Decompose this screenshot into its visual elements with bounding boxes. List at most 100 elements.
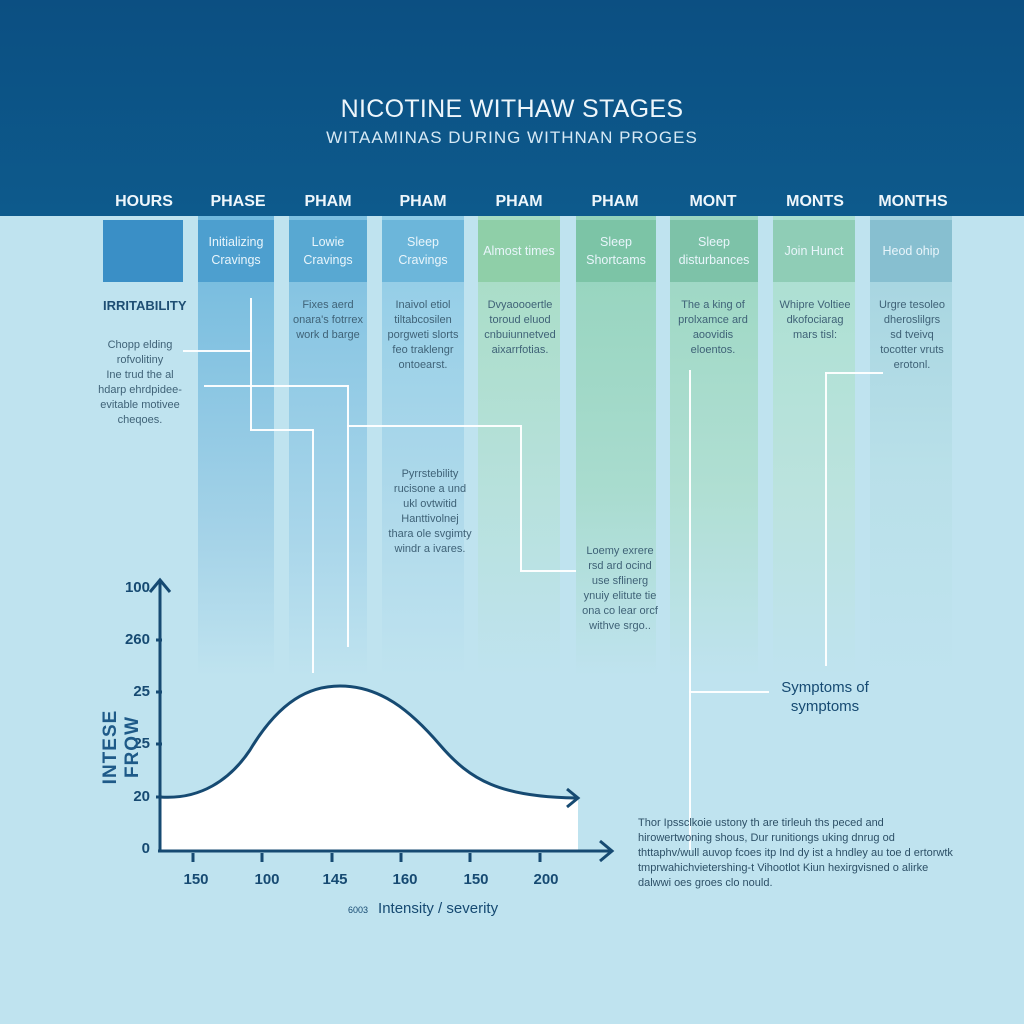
note-line: tiltabcosilen	[394, 314, 452, 326]
column-note: Dvyaoooertle toroud eluod cnbuiunnetved …	[474, 298, 566, 358]
note-line: ukl ovtwitid	[403, 498, 457, 510]
note-line: Inaivol etiol	[395, 299, 451, 311]
phase-box	[103, 220, 183, 282]
note-line: aoovidis	[692, 329, 734, 341]
note-line: feo traklengr	[392, 344, 454, 356]
note-line: sd tveivq	[890, 329, 934, 341]
y-tick-label: 25	[133, 683, 150, 700]
page-title: NICOTINE WITHAW STAGES	[340, 95, 684, 123]
note-line: onara's fotrrex	[293, 314, 363, 326]
note-line: cnbuiunnetved	[484, 329, 556, 341]
connector-line	[250, 429, 313, 431]
column-heading: PHAM	[304, 193, 352, 210]
y-tick-label: 260	[124, 631, 150, 648]
symptoms-line: Symptoms of	[781, 679, 869, 696]
y-tick-label: 25	[133, 735, 150, 752]
column-note: Fixes aerd onara's fotrrex work d barge	[285, 298, 371, 343]
y-axis-label: INTESE FROW	[100, 709, 143, 785]
column-band	[198, 216, 274, 676]
column-heading: PHAM	[495, 193, 543, 210]
connector-line	[689, 691, 769, 693]
connector-line	[520, 425, 522, 571]
note-line: hdarp ehrdpidee-	[98, 384, 182, 396]
connector-line	[312, 429, 314, 673]
note-line: rsd ard ocind	[588, 560, 652, 572]
left-note: Chopp elding rofvolitiny Ine trud the al…	[80, 338, 200, 428]
note-line: Hanttivolnej	[401, 513, 459, 525]
note-line: Ine trud the al	[106, 369, 174, 381]
x-tick-label: 160	[392, 871, 418, 888]
phase-box: Sleep disturbances	[670, 220, 758, 282]
phase-box: Lowie Cravings	[289, 220, 367, 282]
x-tick-label: 145	[322, 871, 348, 888]
x-tick-label: 100	[254, 871, 280, 888]
connector-line	[347, 385, 349, 647]
phase-box: Sleep Shortcams	[576, 220, 656, 282]
x-tick-label: 150	[183, 871, 209, 888]
column-band	[773, 216, 855, 676]
y-axis-arrow-icon	[148, 577, 172, 593]
phase-box: Sleep Cravings	[382, 220, 464, 282]
note-line: prolxamce ard	[678, 314, 748, 326]
note-line: dheroslilgrs	[883, 314, 941, 326]
phase-box: Join Hunct	[773, 220, 855, 282]
column-heading: MONT	[689, 193, 737, 210]
column-note: Urgre tesoleo dheroslilgrs sd tveivq toc…	[868, 298, 956, 373]
curve-line	[159, 684, 577, 800]
connector-line	[689, 370, 691, 850]
phase-box: Heod ohip	[870, 220, 952, 282]
note-line: Fixes aerd	[302, 299, 354, 311]
note-line: Whipre Voltiee	[779, 299, 851, 311]
column-heading: PHAM	[591, 193, 639, 210]
note-line: mars tisl:	[793, 329, 837, 341]
note-line: eloentos.	[690, 344, 736, 356]
column-note: Inaivol etiol tiltabcosilen porgweti slo…	[380, 298, 466, 373]
column-band	[382, 216, 464, 676]
column-heading: MONTS	[786, 193, 844, 210]
note-line: rofvolitiny	[116, 354, 164, 366]
note-line: Loemy exrere	[586, 545, 654, 557]
note-line: toroud eluod	[489, 314, 551, 326]
y-tick-label: 20	[133, 788, 150, 805]
note-line: withve srgo..	[589, 620, 651, 632]
note-line: ona co lear orcf	[582, 605, 658, 617]
note-line: porgweti slorts	[387, 329, 459, 341]
column-heading: HOURS	[115, 193, 173, 210]
connector-line	[825, 372, 827, 666]
note-line: windr a ivares.	[394, 543, 466, 555]
connector-line	[520, 570, 576, 572]
note-line: ynuiy elitute tie	[583, 590, 657, 602]
middle-note-2: Loemy exrere rsd ard ocind use sflinerg …	[570, 544, 670, 634]
symptoms-line: symptoms	[790, 698, 860, 715]
curve-arrowhead-icon	[566, 787, 581, 809]
column-band	[576, 216, 656, 676]
note-line: Chopp elding	[107, 339, 173, 351]
x-tick-label: 200	[533, 871, 559, 888]
note-line: The a king of	[681, 299, 745, 311]
column-heading: MONTHS	[878, 193, 948, 210]
column-band	[289, 216, 367, 676]
x-axis-label-text: Intensity / severity	[378, 900, 499, 917]
note-line: use sflinerg	[591, 575, 649, 587]
y-tick-label: 0	[141, 840, 150, 857]
note-line: erotonl.	[893, 359, 931, 371]
middle-note: Pyrrstebility rucisone a und ukl ovtwiti…	[375, 467, 485, 557]
connector-line	[204, 385, 348, 387]
header-banner: NICOTINE WITHAW STAGES WITAAMINAS DURING…	[0, 0, 1024, 216]
symptoms-label: Symptoms of symptoms	[770, 678, 880, 716]
column-note: Whipre Voltiee dkofociarag mars tisl:	[772, 298, 858, 343]
x-axis-label-prefix: 6003	[348, 905, 369, 915]
phase-box: Initializing Cravings	[198, 220, 274, 282]
note-line: Dvyaoooertle	[487, 299, 553, 311]
column-band	[478, 216, 560, 676]
note-line: aixarrfotias.	[491, 344, 549, 356]
column-note: The a king of prolxamce ard aoovidis elo…	[670, 298, 756, 358]
note-line: rucisone a und	[393, 483, 467, 495]
description-paragraph: Thor Ipssclkoie ustony th are tirleuh th…	[638, 817, 953, 889]
page-subtitle: WITAAMINAS DURING WITHNAN PROGES	[326, 128, 698, 147]
column-heading: PHASE	[210, 193, 266, 210]
note-line: ontoearst.	[398, 359, 448, 371]
irritability-label: IRRITABILITY	[103, 298, 187, 313]
x-axis-arrow-icon	[599, 839, 615, 863]
phase-box: Almost times	[478, 220, 560, 282]
